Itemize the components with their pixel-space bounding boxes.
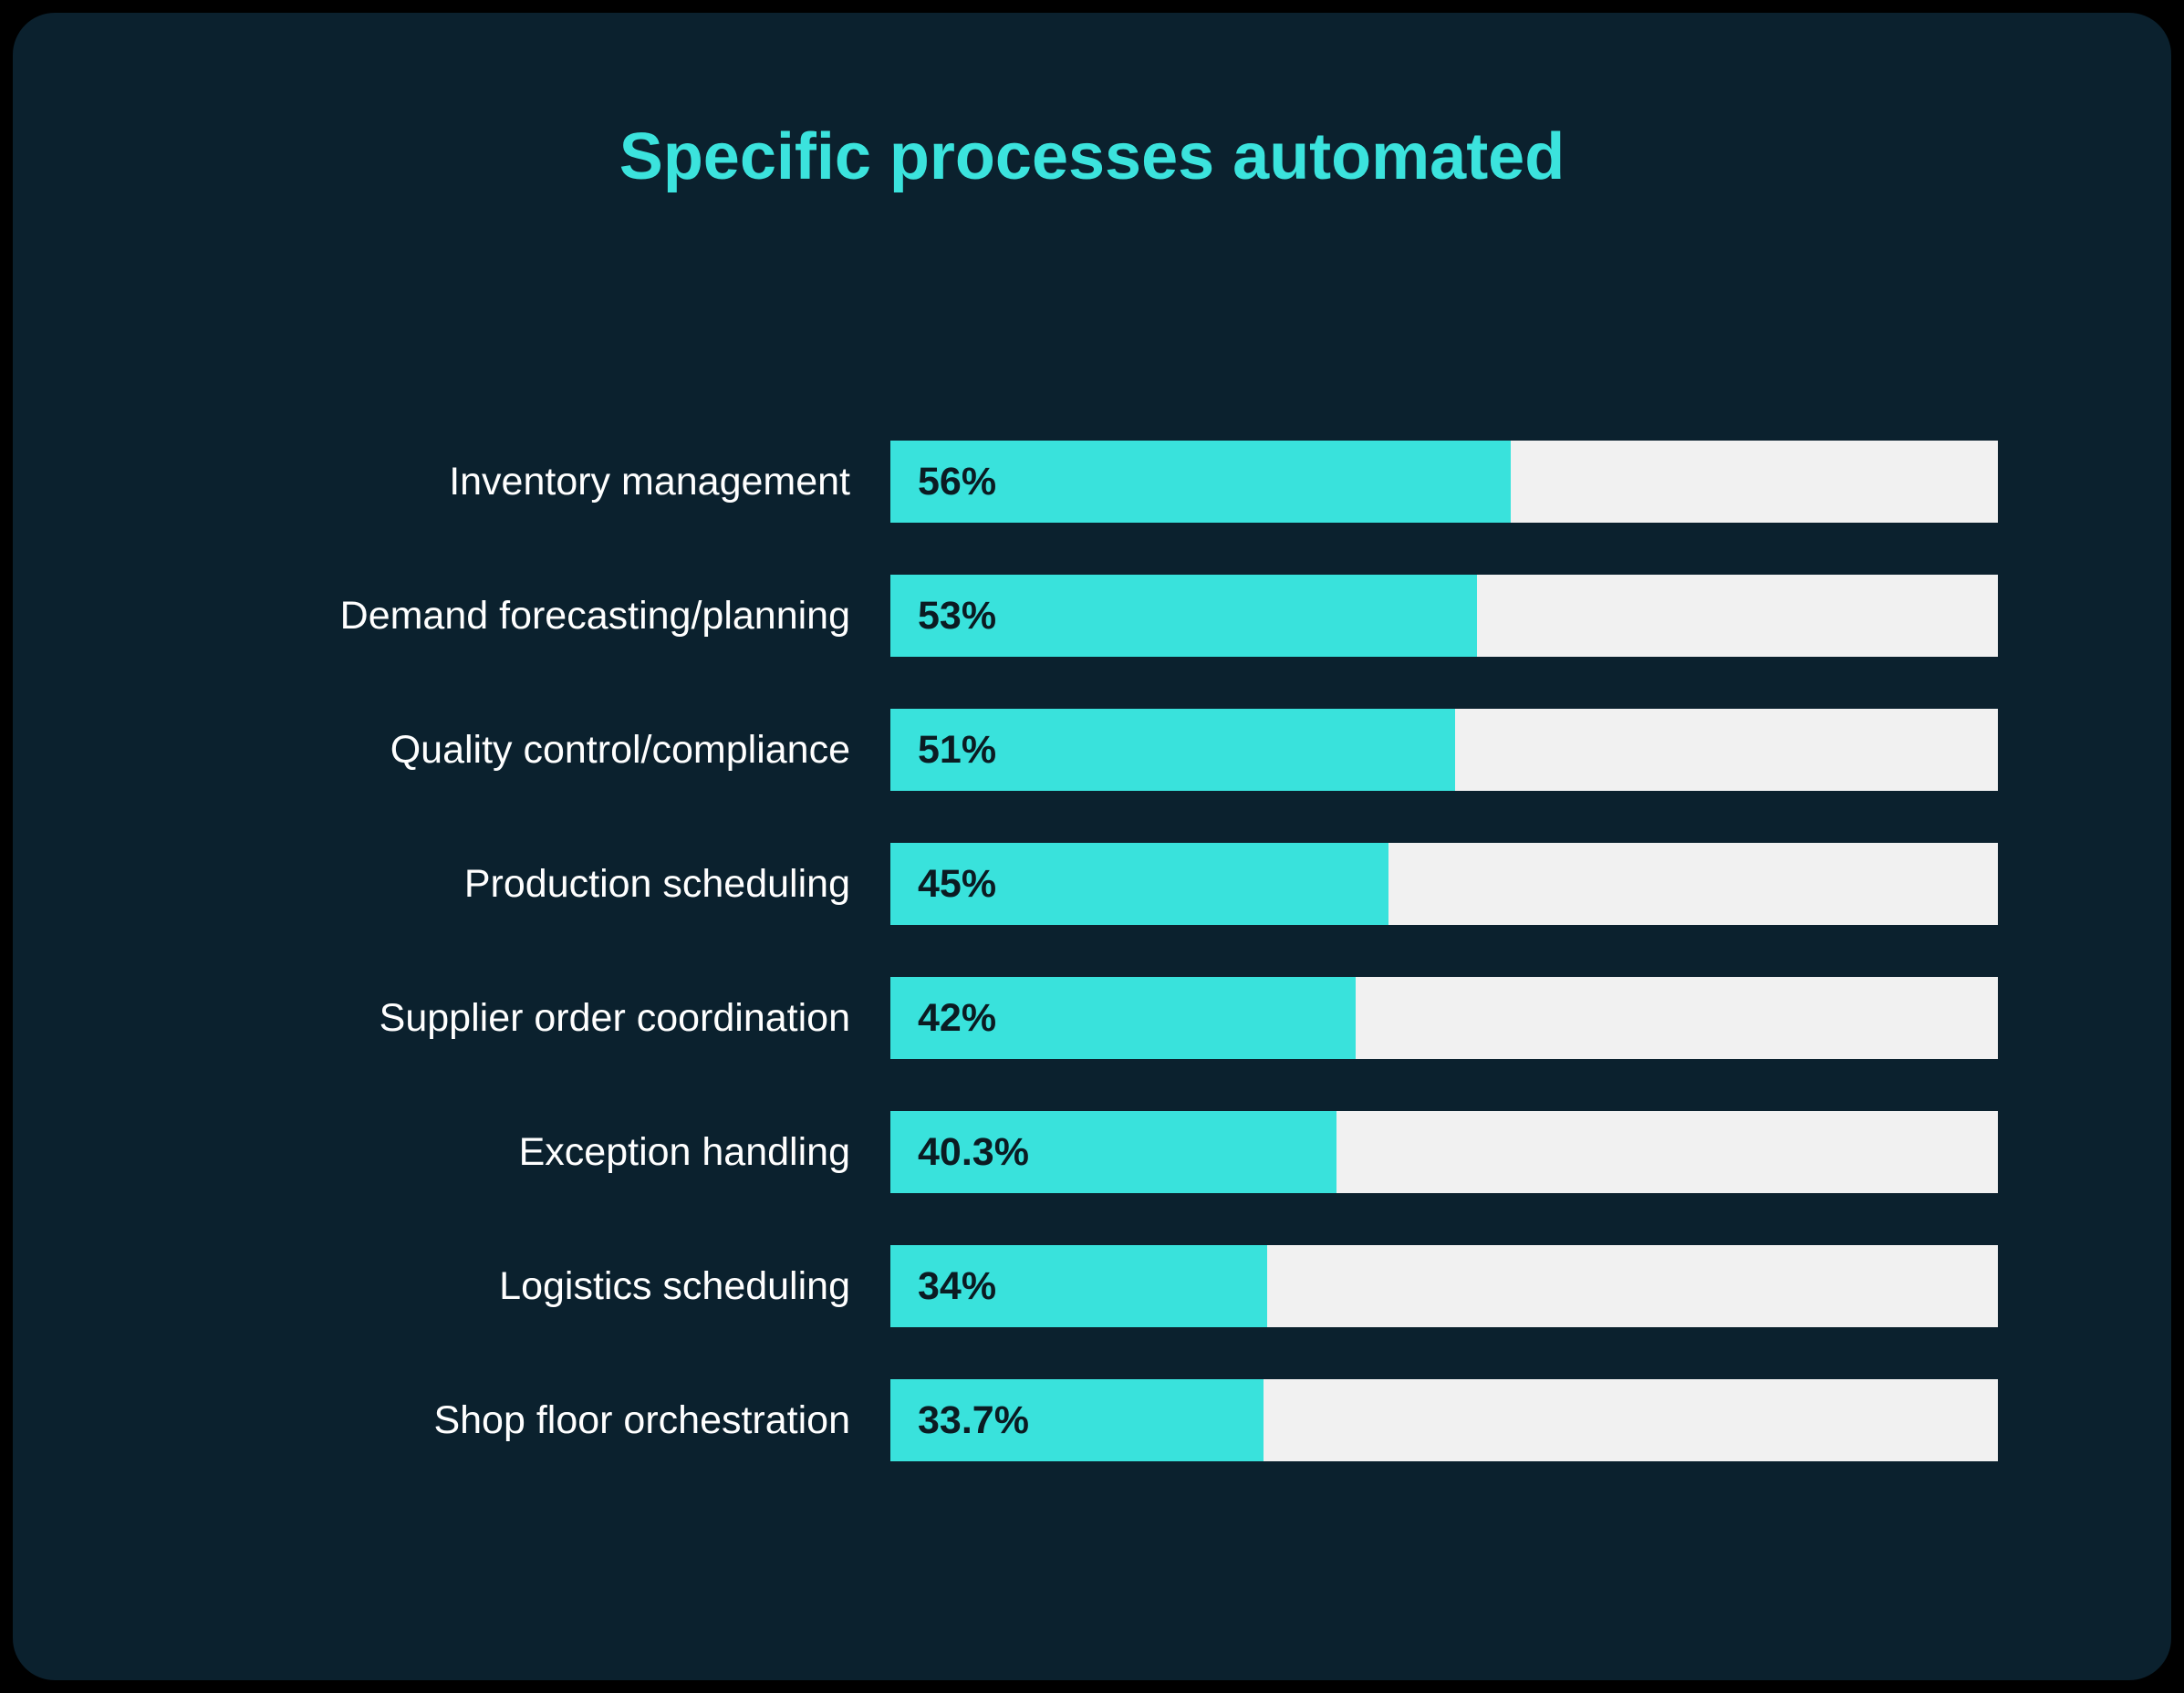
bar-fill: 40.3% xyxy=(890,1111,1337,1193)
bar-track: 42% xyxy=(890,977,1998,1059)
bar-value-label: 45% xyxy=(918,861,997,906)
bar-row: Quality control/compliance 51% xyxy=(13,709,2171,791)
bar-track: 53% xyxy=(890,575,1998,657)
chart-title: Specific processes automated xyxy=(619,120,1565,193)
bar-category-label: Supplier order coordination xyxy=(379,995,850,1040)
bar-row: Supplier order coordination 42% xyxy=(13,977,2171,1059)
bar-category-label: Quality control/compliance xyxy=(390,727,850,772)
bar-category-label: Production scheduling xyxy=(463,861,850,906)
bar-row: Production scheduling 45% xyxy=(13,843,2171,925)
bar-value-label: 56% xyxy=(918,459,997,504)
bar-track: 51% xyxy=(890,709,1998,791)
bar-track: 34% xyxy=(890,1245,1998,1327)
bar-track: 33.7% xyxy=(890,1379,1998,1461)
bar-value-label: 51% xyxy=(918,727,997,772)
bar-value-label: 42% xyxy=(918,995,997,1040)
bar-value-label: 40.3% xyxy=(918,1129,1029,1174)
bar-fill: 42% xyxy=(890,977,1356,1059)
bar-fill: 34% xyxy=(890,1245,1267,1327)
bar-row: Inventory management 56% xyxy=(13,441,2171,523)
chart-card: Specific processes automated Inventory m… xyxy=(13,13,2171,1680)
bar-value-label: 33.7% xyxy=(918,1397,1029,1442)
bar-row: Demand forecasting/planning 53% xyxy=(13,575,2171,657)
bar-value-label: 34% xyxy=(918,1263,997,1308)
bar-category-label: Inventory management xyxy=(449,459,850,504)
bar-track: 40.3% xyxy=(890,1111,1998,1193)
bar-chart: Inventory management 56% Demand forecast… xyxy=(13,441,2171,1461)
bar-row: Exception handling 40.3% xyxy=(13,1111,2171,1193)
bar-fill: 56% xyxy=(890,441,1511,523)
bar-track: 45% xyxy=(890,843,1998,925)
bar-fill: 33.7% xyxy=(890,1379,1264,1461)
bar-track: 56% xyxy=(890,441,1998,523)
bar-fill: 53% xyxy=(890,575,1478,657)
bar-row: Logistics scheduling 34% xyxy=(13,1245,2171,1327)
bar-value-label: 53% xyxy=(918,593,997,638)
bar-fill: 51% xyxy=(890,709,1456,791)
bar-category-label: Shop floor orchestration xyxy=(433,1397,850,1442)
bar-row: Shop floor orchestration 33.7% xyxy=(13,1379,2171,1461)
bar-fill: 45% xyxy=(890,843,1389,925)
bar-category-label: Logistics scheduling xyxy=(499,1263,850,1308)
bar-category-label: Demand forecasting/planning xyxy=(339,593,850,638)
bar-category-label: Exception handling xyxy=(518,1129,850,1174)
